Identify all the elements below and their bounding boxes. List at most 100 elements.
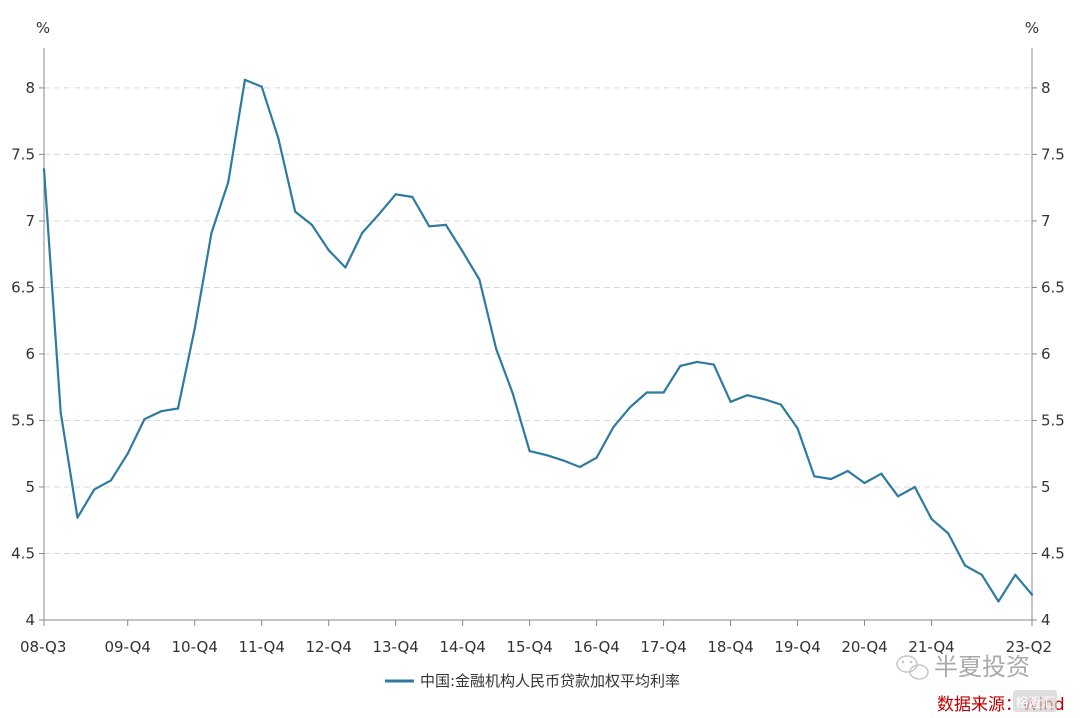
data-point [428,225,431,228]
x-tick-label: 20-Q4 [841,638,887,656]
y-tick-label-left: 7 [25,212,35,230]
data-point [310,223,313,226]
data-point [227,181,230,184]
data-point [997,600,1000,603]
y-tick-label-right: 7.5 [1041,145,1065,163]
data-point [461,250,464,253]
data-point [294,210,297,213]
data-point [947,532,950,535]
left-unit-label: % [36,19,50,37]
gridlines [44,87,1032,554]
data-point [980,573,983,576]
data-point [361,231,364,234]
y-tick-label-right: 8 [1041,79,1051,97]
data-point [143,418,146,421]
data-point [193,327,196,330]
y-tick-label-right: 7 [1041,212,1051,230]
x-tick-label: 10-Q4 [172,638,218,656]
data-point [59,411,62,414]
data-point [109,479,113,482]
data-point [243,78,246,81]
x-ticks: 08-Q3 09-Q4 10-Q4 11-Q4 12-Q4 13-Q4 14-Q4 15-Q4… [20,620,1052,656]
x-tick-label: 12-Q4 [305,638,351,656]
x-tick-label: 21-Q4 [908,638,954,656]
data-point [578,465,582,469]
data-point [863,481,866,485]
data-point [93,488,96,491]
legend-label: 中国:金融机构人民币贷款加权平均利率 [420,672,680,690]
data-point [763,398,766,401]
data-point [411,195,414,199]
data-point [277,137,280,140]
y-tick-label-left: 8 [25,79,35,97]
y-tick-label-right: 4.5 [1041,544,1065,562]
wind-logo-text: 格隆汇 [1015,695,1054,711]
x-tick-label: 17-Q4 [640,638,686,656]
data-point [1014,573,1017,576]
wechat-icon [896,655,929,680]
data-point [830,477,833,481]
x-tick-label: 13-Q4 [372,638,418,656]
y-tick-label-right: 6.5 [1041,278,1065,296]
data-point [595,456,598,459]
series-group [42,78,1034,603]
data-point [612,426,615,429]
data-point [344,266,347,269]
data-point [645,391,648,394]
y-tick-label-right: 5 [1041,478,1051,496]
wind-logo-icon [1013,690,1057,712]
data-point [796,427,799,430]
x-tick-label: 18-Q4 [707,638,753,656]
data-point [545,454,548,457]
data-point [511,392,514,395]
data-point [260,85,263,88]
y-tick-label-right: 6 [1041,345,1051,363]
x-tick-label: 23-Q2 [1006,638,1052,656]
watermark: 半夏投资 数据来源：Wind 格隆汇 [896,653,1065,715]
x-tick-label: 08-Q3 [20,638,66,656]
right-unit-label: % [1025,19,1039,37]
data-point [729,400,732,403]
data-point [562,459,565,462]
x-tick-label: 09-Q4 [105,638,151,656]
data-point [896,495,900,498]
data-point [629,406,632,409]
data-point [846,469,849,473]
series-line [42,78,1033,603]
data-point [444,223,447,226]
data-point [327,249,330,252]
x-tick-label: 15-Q4 [506,638,552,656]
y-tick-label-right: 4 [1041,611,1051,629]
y-tick-label-left: 5 [25,478,35,496]
data-point [679,364,682,367]
data-point [160,410,163,413]
y-ticks-left: 4 4.5 5 5.5 6 6.5 7 7.5 8 [11,79,44,629]
y-tick-label-left: 6 [25,345,35,363]
data-point [963,564,967,567]
data-point [210,231,213,234]
x-tick-label: 11-Q4 [238,638,284,656]
y-tick-label-left: 7.5 [11,145,35,163]
data-point [746,394,749,397]
data-point [696,360,699,363]
y-tick-label-left: 6.5 [11,278,35,296]
y-tick-label-left: 4.5 [11,544,35,562]
data-point [913,485,916,489]
y-tick-label-left: 4 [25,611,35,629]
data-point [779,403,782,406]
data-point [930,517,933,521]
data-point [880,472,883,475]
data-point [662,391,665,394]
data-point [394,193,397,196]
data-point [1030,593,1034,596]
y-tick-label-right: 5.5 [1041,411,1065,429]
legend[interactable]: 中国:金融机构人民币贷款加权平均利率 [385,672,680,690]
data-point [76,516,79,519]
data-point [42,168,46,171]
data-point [813,475,816,478]
x-tick-label: 19-Q4 [774,638,820,656]
x-tick-label: 16-Q4 [573,638,619,656]
y-tick-label-left: 5.5 [11,411,35,429]
axes: % % [36,19,1039,621]
